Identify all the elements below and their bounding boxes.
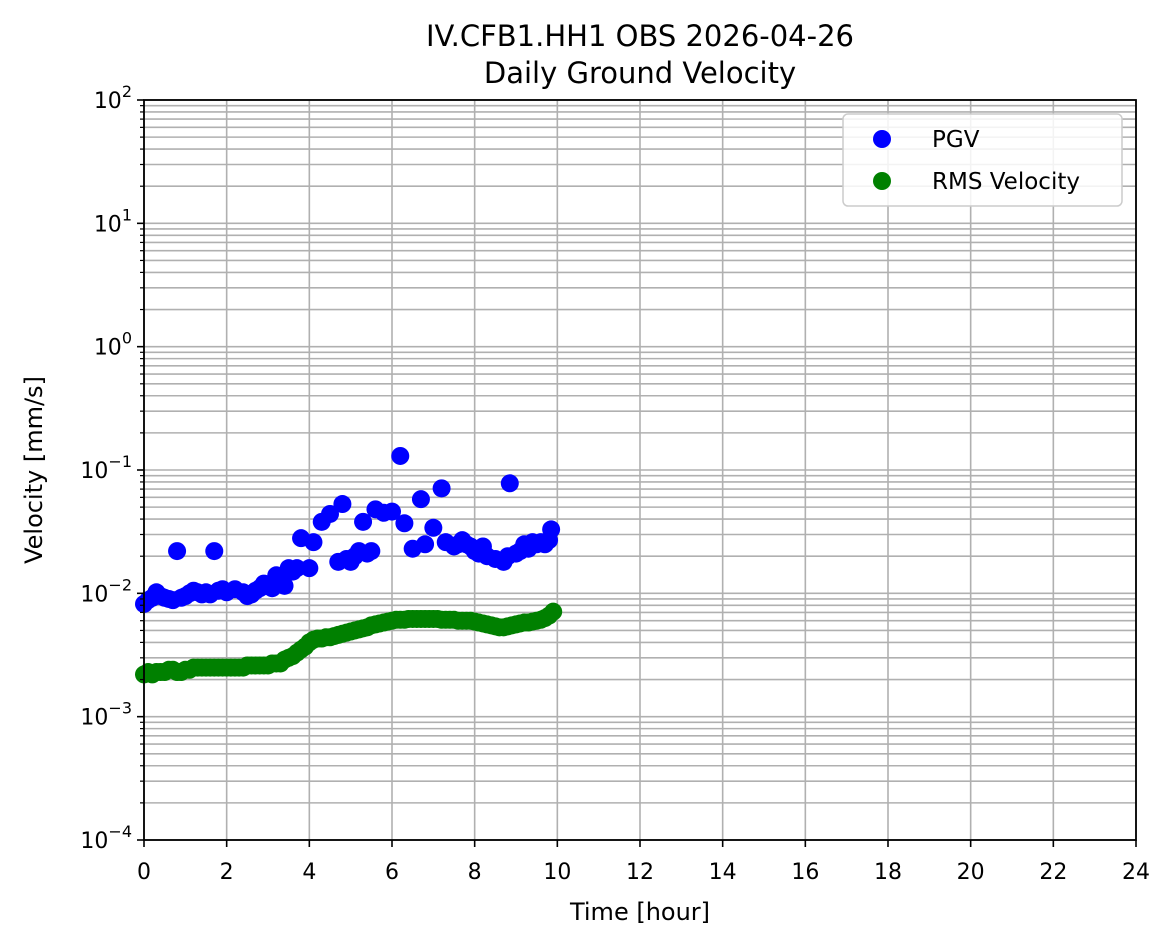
series-0 (135, 446, 561, 613)
y-tick-label: 101 (94, 205, 132, 237)
chart-title: IV.CFB1.HH1 OBS 2026-04-26 (426, 19, 854, 53)
y-tick-base: 10 (94, 212, 122, 237)
y-tick-exponent: −2 (108, 575, 132, 594)
y-tick-label: 10−2 (80, 575, 132, 607)
data-point (354, 512, 373, 531)
data-point (383, 502, 401, 521)
y-tick-label: 102 (94, 82, 132, 114)
y-tick-exponent: −1 (108, 452, 132, 471)
data-point (424, 518, 443, 537)
data-point (287, 559, 306, 578)
y-tick-base: 10 (94, 336, 122, 361)
x-tick-label: 8 (468, 860, 482, 885)
data-point (391, 446, 410, 465)
x-tick-label: 20 (957, 860, 985, 885)
y-tick-base: 10 (80, 582, 108, 607)
data-point (416, 535, 435, 554)
y-tick-label: 100 (94, 329, 132, 361)
y-tick-label: 10−1 (80, 452, 132, 484)
data-point (362, 542, 381, 561)
series-1 (135, 602, 563, 684)
y-tick-exponent: 2 (122, 82, 132, 101)
data-point (395, 514, 414, 533)
legend-marker-rms-velocity (873, 172, 891, 190)
data-point (168, 542, 187, 561)
legend-box (842, 113, 1123, 207)
y-tick-label: 10−4 (80, 822, 132, 854)
data-point (275, 576, 294, 595)
data-point (205, 542, 224, 561)
x-tick-label: 0 (137, 860, 151, 885)
x-tick-label: 6 (385, 860, 399, 885)
x-tick-label: 2 (220, 860, 234, 885)
x-tick-label: 4 (302, 860, 316, 885)
data-point (544, 602, 563, 621)
data-point (500, 474, 519, 493)
data-point (542, 520, 561, 539)
y-tick-exponent: −4 (108, 822, 132, 841)
legend-label-pgv: PGV (932, 127, 980, 153)
x-tick-label: 22 (1039, 860, 1067, 885)
x-tick-label: 14 (709, 860, 737, 885)
y-tick-exponent: −3 (108, 699, 132, 718)
y-tick-exponent: 0 (122, 329, 132, 348)
legend: PGV RMS Velocity (842, 113, 1123, 207)
data-point (411, 490, 430, 509)
x-axis-label: Time [hour] (569, 898, 710, 926)
grid (143, 99, 1137, 841)
x-tick-label: 12 (626, 860, 654, 885)
data-point (432, 479, 451, 498)
x-tick-label: 16 (791, 860, 819, 885)
data-point (304, 533, 323, 552)
y-tick-base: 10 (94, 89, 122, 114)
data-points (135, 446, 563, 684)
chart-subtitle: Daily Ground Velocity (484, 56, 796, 90)
data-point (321, 504, 339, 523)
y-tick-base: 10 (80, 459, 108, 484)
legend-label-rms-velocity: RMS Velocity (932, 169, 1080, 195)
legend-marker-pgv (873, 130, 891, 148)
y-tick-base: 10 (80, 706, 108, 731)
y-tick-base: 10 (80, 829, 108, 854)
x-tick-label: 10 (543, 860, 571, 885)
data-point (300, 559, 319, 578)
x-axis-ticks: 0 2 4 6 8 10 12 14 16 18 20 22 24 (137, 840, 1150, 885)
y-tick-exponent: 1 (122, 205, 132, 224)
y-tick-label: 10−3 (80, 699, 132, 731)
data-point (333, 495, 352, 514)
x-tick-label: 24 (1122, 860, 1150, 885)
x-tick-label: 18 (874, 860, 902, 885)
y-axis-label: Velocity [mm/s] (20, 376, 48, 564)
